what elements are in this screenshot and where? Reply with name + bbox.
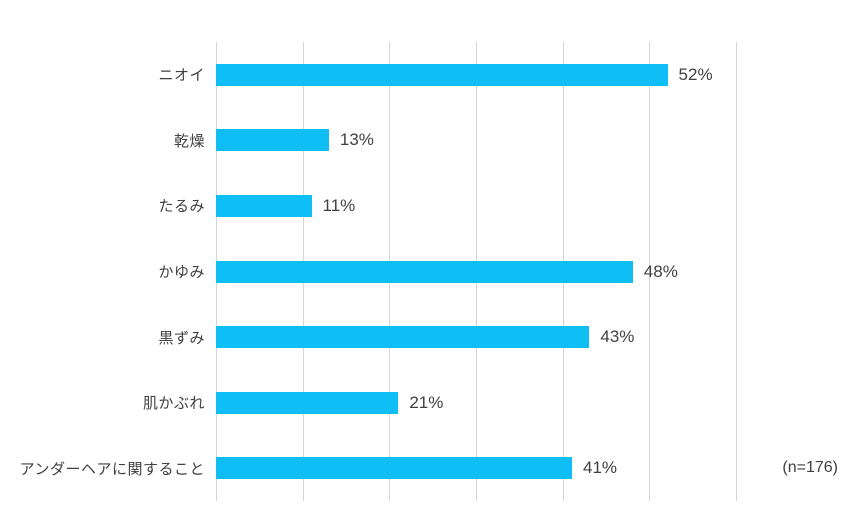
bar-track: 41%	[216, 457, 737, 480]
bar-rows: ニオイ 52% 乾燥 13% たるみ 11% かゆみ 48%	[0, 42, 856, 501]
value-label: 52%	[678, 64, 713, 84]
bar-row: アンダーヘアに関すること 41%	[0, 435, 856, 501]
bar-track: 11%	[216, 194, 737, 217]
bar-track: 21%	[216, 391, 737, 414]
bar	[216, 326, 590, 349]
bar-track: 13%	[216, 129, 737, 152]
bar	[216, 194, 312, 217]
value-label: 43%	[600, 327, 635, 347]
gridline-50pct	[649, 42, 651, 501]
bar-track: 52%	[216, 63, 737, 86]
category-label: ニオイ	[158, 67, 205, 85]
value-label: 21%	[409, 392, 444, 412]
category-label: 乾燥	[173, 132, 205, 150]
value-label: 41%	[583, 458, 618, 478]
category-label: かゆみ	[158, 264, 205, 282]
bar-row: かゆみ 48%	[0, 239, 856, 305]
gridline-60pct	[736, 42, 737, 501]
value-label: 13%	[339, 130, 374, 150]
category-label: アンダーヘアに関すること	[19, 460, 205, 478]
bar	[216, 391, 399, 414]
value-label: 48%	[643, 261, 678, 281]
bar	[216, 260, 633, 283]
bar	[216, 129, 329, 152]
bar-track: 43%	[216, 326, 737, 349]
bar	[216, 457, 573, 480]
bar-row: ニオイ 52%	[0, 42, 856, 108]
bar	[216, 63, 668, 86]
category-label: 黒ずみ	[158, 329, 205, 347]
category-label: たるみ	[158, 198, 205, 216]
bar-track: 48%	[216, 260, 737, 283]
bar-row: 黒ずみ 43%	[0, 304, 856, 370]
value-label: 11%	[322, 195, 356, 215]
sample-size-annotation: (n=176)	[782, 459, 838, 476]
category-label: 肌かぶれ	[142, 395, 205, 413]
bar-row: たるみ 11%	[0, 173, 856, 239]
bar-row: 乾燥 13%	[0, 108, 856, 174]
bar-row: 肌かぶれ 21%	[0, 370, 856, 436]
